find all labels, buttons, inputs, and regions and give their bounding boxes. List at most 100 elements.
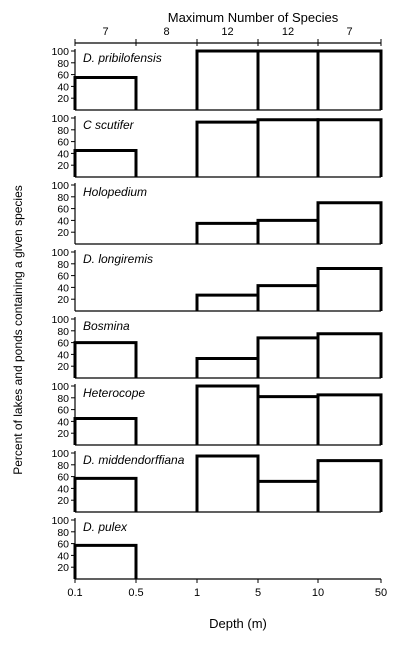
bar-heterocope-bin-3 [316,393,383,445]
species-label: Bosmina [83,319,130,333]
y-tick-label: 80 [57,192,69,204]
top-count-label: 12 [282,26,294,38]
bar-d-pribilofensis-bin-1 [195,49,260,110]
bar-bosmina-bin-1 [195,357,260,378]
y-tick-label: 40 [57,148,69,160]
bar-bosmina-bin-0 [73,341,138,378]
y-tick-label: 80 [57,58,69,70]
y-tick-label: 100 [51,113,69,125]
y-tick-label: 100 [51,247,69,259]
y-tick-label: 80 [57,527,69,539]
bar-holopedium-bin-1 [195,221,260,244]
y-tick-label: 100 [51,381,69,393]
bar-d-pulex-bin-0 [73,543,138,579]
bar-d-longiremis-bin-3 [316,267,383,311]
y-tick-label: 100 [51,180,69,192]
y-tick-label: 20 [57,294,69,306]
y-tick-label: 40 [57,81,69,93]
y-tick-label: 40 [57,349,69,361]
bar-holopedium-bin-2 [256,218,320,244]
top-count-label: 7 [102,26,108,38]
bar-d-middendorffiana-bin-1 [195,454,260,512]
y-tick-label: 100 [51,46,69,58]
y-tick-label: 20 [57,562,69,574]
bar-heterocope-bin-2 [256,395,320,445]
bar-d-pribilofensis-bin-3 [316,49,383,110]
y-tick-label: 40 [57,416,69,428]
species-label: Holopedium [83,185,147,199]
top-count-label: 8 [163,26,169,38]
x-tick-label: 50 [375,587,387,599]
bar-d-middendorffiana-bin-2 [256,479,320,512]
bar-bosmina-bin-2 [256,336,320,378]
y-tick-label: 20 [57,428,69,440]
species-label: D. middendorffiana [83,453,185,467]
top-title: Maximum Number of Species [168,10,339,25]
y-tick-label: 80 [57,326,69,338]
x-tick-label: 10 [312,587,324,599]
y-tick-label: 80 [57,125,69,137]
bar-c-scutifer-bin-0 [73,148,138,177]
y-tick-label: 60 [57,204,69,216]
species-label: D. pulex [83,520,128,534]
y-axis-label: Percent of lakes and ponds containing a … [11,185,25,475]
y-tick-label: 60 [57,137,69,149]
y-tick-label: 40 [57,483,69,495]
x-tick-label: 1 [194,587,200,599]
y-tick-label: 60 [57,472,69,484]
bar-d-pribilofensis-bin-0 [73,76,138,110]
y-tick-label: 80 [57,393,69,405]
y-tick-label: 20 [57,495,69,507]
species-label: D. pribilofensis [83,51,162,65]
y-tick-label: 40 [57,282,69,294]
bar-d-middendorffiana-bin-0 [73,476,138,512]
y-tick-label: 80 [57,259,69,271]
y-tick-label: 20 [57,93,69,105]
bar-d-longiremis-bin-2 [256,284,320,311]
y-tick-label: 60 [57,405,69,417]
y-tick-label: 20 [57,361,69,373]
bar-bosmina-bin-3 [316,332,383,378]
bar-c-scutifer-bin-3 [316,118,383,177]
y-tick-label: 100 [51,448,69,460]
y-tick-label: 20 [57,160,69,172]
y-tick-label: 80 [57,460,69,472]
x-tick-label: 0.1 [67,587,82,599]
bar-heterocope-bin-1 [195,384,260,445]
bar-holopedium-bin-3 [316,201,383,244]
top-count-label: 7 [346,26,352,38]
y-tick-label: 60 [57,70,69,82]
bar-c-scutifer-bin-2 [256,118,320,177]
x-tick-label: 5 [255,587,261,599]
y-tick-label: 20 [57,227,69,239]
y-tick-label: 40 [57,550,69,562]
y-tick-label: 60 [57,271,69,283]
y-tick-label: 60 [57,539,69,551]
bar-d-middendorffiana-bin-3 [316,459,383,512]
bar-d-pribilofensis-bin-2 [256,49,320,110]
species-label: Heterocope [83,386,145,400]
y-tick-label: 40 [57,215,69,227]
species-label: C scutifer [83,118,135,132]
y-tick-label: 100 [51,314,69,326]
species-label: D. longiremis [83,252,153,266]
bar-d-longiremis-bin-1 [195,293,260,311]
x-tick-label: 0.5 [128,587,143,599]
y-tick-label: 60 [57,338,69,350]
x-axis-label: Depth (m) [209,616,267,631]
top-count-label: 12 [221,26,233,38]
bar-c-scutifer-bin-1 [195,120,260,177]
bar-heterocope-bin-0 [73,416,138,445]
y-tick-label: 100 [51,515,69,527]
